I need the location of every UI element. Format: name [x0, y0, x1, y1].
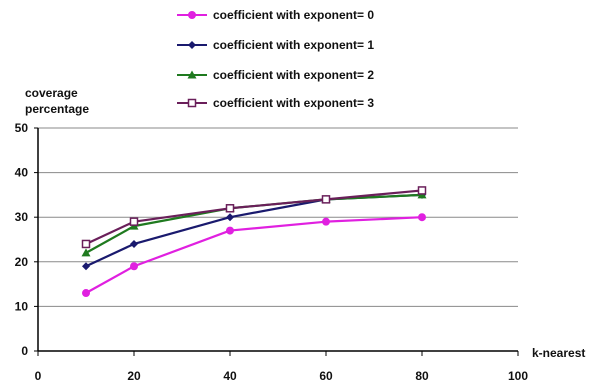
y-tick-label-50: 50 — [15, 121, 29, 135]
y-axis-title-line-2: percentage — [25, 102, 89, 116]
series-2-point-0 — [81, 248, 91, 257]
y-axis-title-line-1: coverage — [25, 86, 78, 100]
series-1-point-1 — [130, 239, 138, 248]
legend-swatch-marker-0 — [188, 11, 196, 19]
legend-swatch-marker-1 — [188, 41, 196, 49]
series-0-point-1 — [130, 262, 138, 271]
legend-label-1: coefficient with exponent= 1 — [213, 38, 374, 52]
series-layer — [81, 186, 427, 298]
series-3 — [81, 186, 427, 249]
legend: coefficient with exponent= 0 coefficient … — [177, 8, 374, 110]
series-0-point-2 — [226, 226, 234, 235]
series-0-point-4 — [418, 213, 426, 222]
y-tick-label-10: 10 — [15, 299, 29, 313]
x-tick-label-0: 0 — [35, 369, 42, 383]
series-1-point-2 — [226, 213, 234, 222]
series-0-point-3 — [322, 217, 330, 226]
axis-ticks: 0 10 20 30 40 50 0 20 40 60 80 100 — [15, 121, 529, 383]
series-3-point-4 — [417, 186, 427, 195]
legend-label-2: coefficient with exponent= 2 — [213, 68, 374, 82]
legend-swatch-marker-3 — [187, 98, 197, 108]
series-3-point-3 — [321, 195, 331, 204]
legend-item-3: coefficient with exponent= 3 — [177, 96, 374, 110]
x-tick-label-20: 20 — [127, 369, 141, 383]
series-0 — [82, 213, 426, 298]
y-tick-label-0: 0 — [21, 344, 28, 358]
series-3-point-0 — [81, 239, 91, 249]
legend-swatch-marker-2 — [187, 70, 197, 79]
x-tick-label-80: 80 — [415, 369, 429, 383]
legend-label-0: coefficient with exponent= 0 — [213, 8, 374, 22]
series-1-point-0 — [82, 262, 90, 271]
series-3-point-1 — [129, 217, 139, 226]
y-tick-label-20: 20 — [15, 255, 29, 269]
x-tick-label-60: 60 — [319, 369, 333, 383]
x-tick-label-100: 100 — [508, 369, 528, 383]
legend-item-0: coefficient with exponent= 0 — [177, 8, 374, 22]
legend-label-3: coefficient with exponent= 3 — [213, 96, 374, 110]
y-tick-label-30: 30 — [15, 210, 29, 224]
gridlines — [38, 127, 518, 307]
x-tick-label-40: 40 — [223, 369, 237, 383]
series-3-point-2 — [225, 204, 235, 213]
legend-item-2: coefficient with exponent= 2 — [177, 68, 374, 82]
series-1 — [82, 190, 426, 271]
y-tick-label-40: 40 — [15, 166, 29, 180]
legend-item-1: coefficient with exponent= 1 — [177, 38, 374, 52]
series-0-point-0 — [82, 289, 90, 298]
x-axis-title: k-nearest — [532, 346, 585, 360]
